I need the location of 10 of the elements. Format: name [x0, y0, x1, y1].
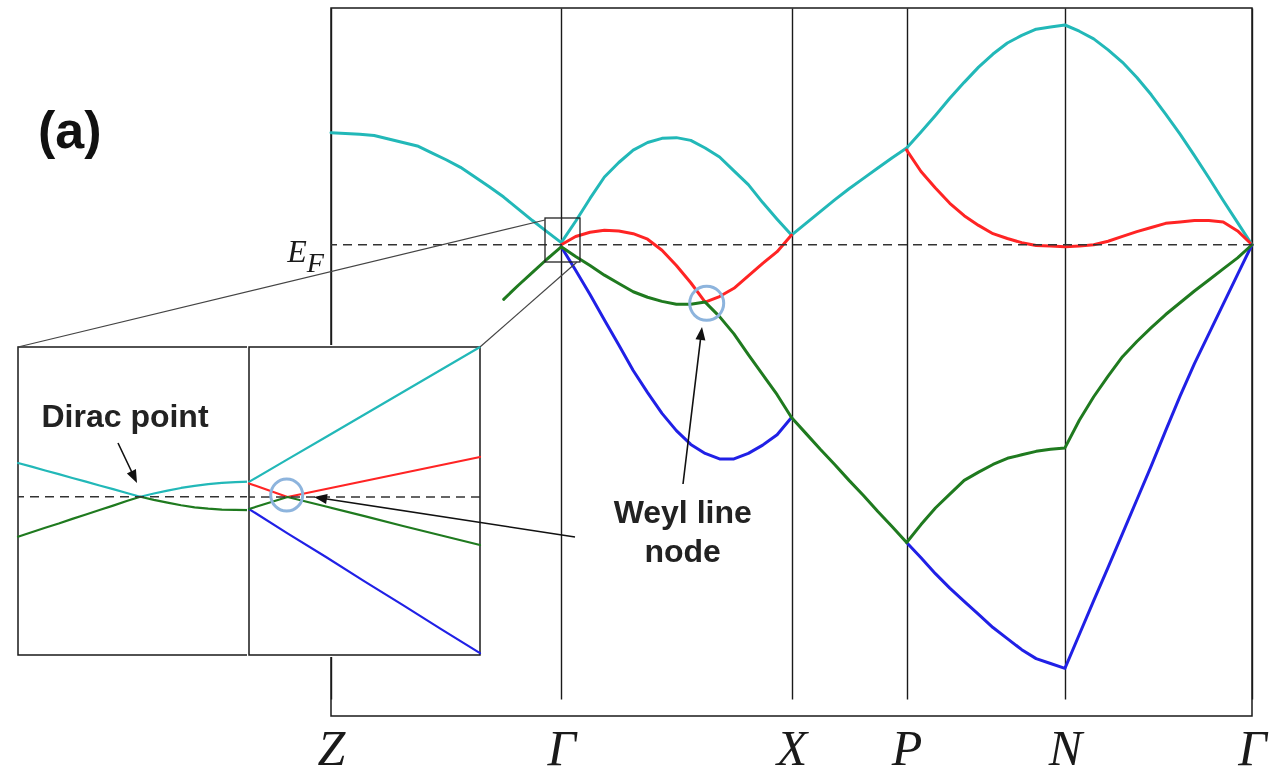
text: (a) [38, 100, 102, 160]
annotation: Weyl line node [612, 493, 753, 571]
x-tick-label: Z [317, 719, 347, 774]
text: Dirac point [41, 396, 209, 436]
x-tick-label: Γ [1237, 719, 1270, 774]
ref-line-label: E$_{F}$ [286, 232, 325, 278]
x-tick-label: N [1047, 719, 1085, 774]
x-tick-label: P [890, 719, 923, 774]
x-tick-label: X [774, 719, 810, 774]
x-tick-label: Γ [546, 719, 579, 774]
